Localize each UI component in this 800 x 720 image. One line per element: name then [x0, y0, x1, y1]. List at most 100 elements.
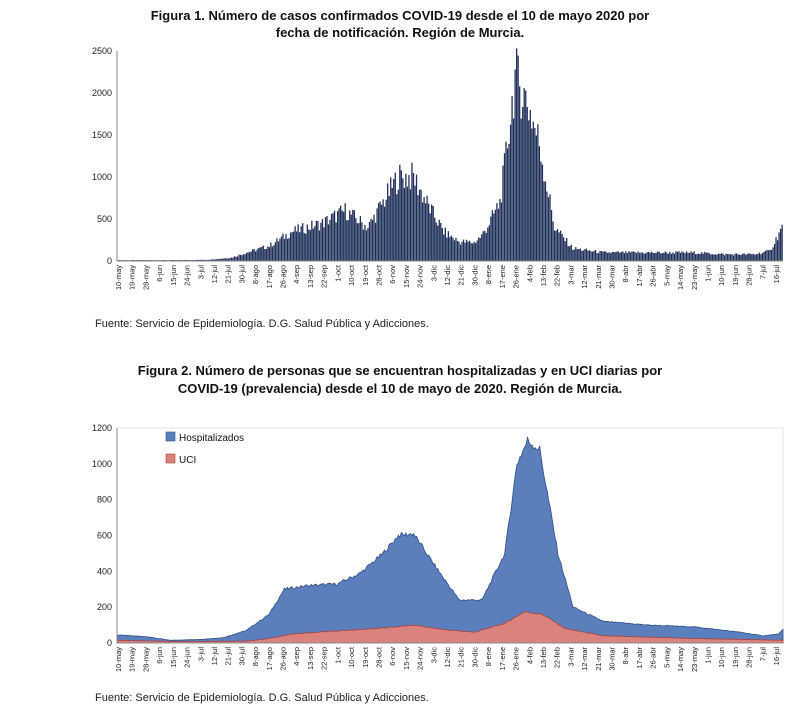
daily-cases-bar: [356, 223, 358, 261]
daily-cases-bar: [559, 230, 562, 261]
figure2-y-tick-label: 400: [97, 566, 112, 576]
figure2-title-line1: Figura 2. Número de personas que se encu…: [137, 363, 663, 378]
daily-cases-bar: [588, 250, 591, 261]
daily-cases-bar: [332, 213, 334, 261]
daily-cases-bar: [550, 210, 553, 261]
daily-cases-bar: [221, 258, 223, 261]
daily-cases-bar: [472, 243, 474, 261]
daily-cases-bar: [593, 250, 595, 261]
daily-cases-bar: [214, 259, 216, 261]
daily-cases-bar: [271, 246, 274, 261]
figure1-x-tick-label: 1-oct: [333, 264, 342, 282]
daily-cases-bar: [333, 210, 336, 261]
daily-cases-bar: [652, 252, 654, 261]
figure2-x-tick-label: 15-nov: [402, 647, 411, 670]
daily-cases-bar: [506, 148, 509, 261]
daily-cases-bar: [760, 254, 762, 261]
figure1-x-tick-label: 6-nov: [388, 265, 397, 284]
daily-cases-bar: [572, 249, 574, 261]
figure1-x-tick-label: 22-sep: [320, 265, 329, 288]
daily-cases-bar: [241, 255, 243, 261]
figure2-x-tick-label: 19-jun: [731, 647, 740, 668]
daily-cases-bar: [353, 210, 355, 261]
daily-cases-bar: [323, 227, 325, 261]
figure1-x-tick-label: 21-mar: [594, 265, 603, 289]
daily-cases-bar: [277, 241, 280, 261]
daily-cases-bar: [779, 228, 782, 261]
daily-cases-bar: [754, 254, 756, 261]
daily-cases-bar: [371, 219, 374, 261]
figure2-x-tick-label: 12-dic: [443, 647, 452, 668]
daily-cases-bar: [437, 225, 439, 261]
figure2-x-tick-label: 3-jul: [196, 647, 205, 662]
daily-cases-bar: [227, 258, 230, 261]
figure2-x-tick-label: 8-ene: [484, 647, 493, 666]
figure2-x-tick-label: 28-jun: [745, 647, 754, 668]
daily-cases-bar: [418, 189, 421, 261]
daily-cases-bar: [341, 210, 343, 261]
daily-cases-bar: [728, 254, 730, 261]
daily-cases-bar: [619, 252, 621, 261]
daily-cases-bar: [693, 251, 695, 261]
daily-cases-bar: [772, 247, 774, 261]
daily-cases-bar: [699, 254, 701, 261]
daily-cases-bar: [452, 237, 454, 261]
daily-cases-bar: [643, 253, 645, 261]
daily-cases-bar: [370, 218, 372, 261]
daily-cases-bar: [382, 199, 384, 261]
daily-cases-bar: [702, 253, 704, 261]
figure1-x-tick-label: 21-dic: [457, 265, 466, 286]
daily-cases-bar: [394, 172, 396, 261]
figure1-x-tick-label: 24-nov: [416, 265, 425, 288]
daily-cases-bar: [314, 226, 316, 261]
daily-cases-bar: [696, 254, 698, 261]
figure2-x-tick-label: 21-jul: [224, 647, 233, 666]
daily-cases-bar: [484, 230, 486, 261]
daily-cases-bar: [273, 245, 275, 261]
daily-cases-bar: [688, 252, 691, 261]
daily-cases-bar: [299, 232, 301, 261]
figure1-x-tick-label: 3-dic: [429, 265, 438, 282]
daily-cases-bar: [620, 251, 622, 261]
daily-cases-bar: [676, 251, 679, 261]
daily-cases-bar: [629, 252, 632, 261]
daily-cases-bar: [488, 225, 490, 261]
daily-cases-bar: [464, 242, 466, 261]
daily-cases-bar: [390, 177, 392, 261]
daily-cases-bar: [499, 198, 501, 261]
figure1-x-tick-label: 14-may: [676, 265, 685, 290]
daily-cases-bar: [661, 252, 663, 261]
daily-cases-bar: [479, 238, 481, 261]
figure2-x-tick-label: 28-oct: [374, 646, 383, 668]
daily-cases-bar: [264, 248, 266, 261]
figure2-x-tick-label: 21-mar: [594, 647, 603, 671]
daily-cases-bar: [462, 239, 465, 261]
figure1-bar-chart: 0 500 1000 1500 2000 2500 10-may 19-may 28-may 6-…: [92, 46, 783, 290]
daily-cases-bar: [259, 247, 261, 261]
daily-cases-bar: [305, 233, 307, 261]
daily-cases-bar: [713, 254, 715, 261]
figure2-x-tick-label: 7-jul: [758, 647, 767, 662]
daily-cases-bar: [478, 237, 480, 261]
daily-cases-bar: [535, 135, 538, 261]
daily-cases-bar: [525, 90, 527, 262]
daily-cases-bar: [195, 259, 198, 261]
daily-cases-bar: [362, 229, 365, 261]
daily-cases-bar: [296, 231, 298, 261]
daily-cases-bar: [235, 256, 237, 261]
daily-cases-bar: [719, 253, 721, 261]
daily-cases-bar: [522, 106, 524, 261]
daily-cases-bar: [567, 246, 569, 261]
daily-cases-bar: [424, 203, 427, 261]
daily-cases-bar: [359, 216, 362, 261]
daily-cases-bar: [509, 124, 512, 261]
figure2-x-tick-label: 13-feb: [539, 647, 548, 668]
figure1-x-tick-label: 8-abr: [621, 265, 630, 283]
daily-cases-bar: [732, 255, 735, 261]
daily-cases-bar: [587, 250, 589, 261]
figure2-x-tick-label: 26-ago: [279, 647, 288, 670]
figure2-x-tick-label: 24-nov: [416, 647, 425, 670]
daily-cases-bar: [502, 165, 504, 261]
daily-cases-bar: [742, 253, 744, 261]
daily-cases-bar: [288, 238, 290, 261]
